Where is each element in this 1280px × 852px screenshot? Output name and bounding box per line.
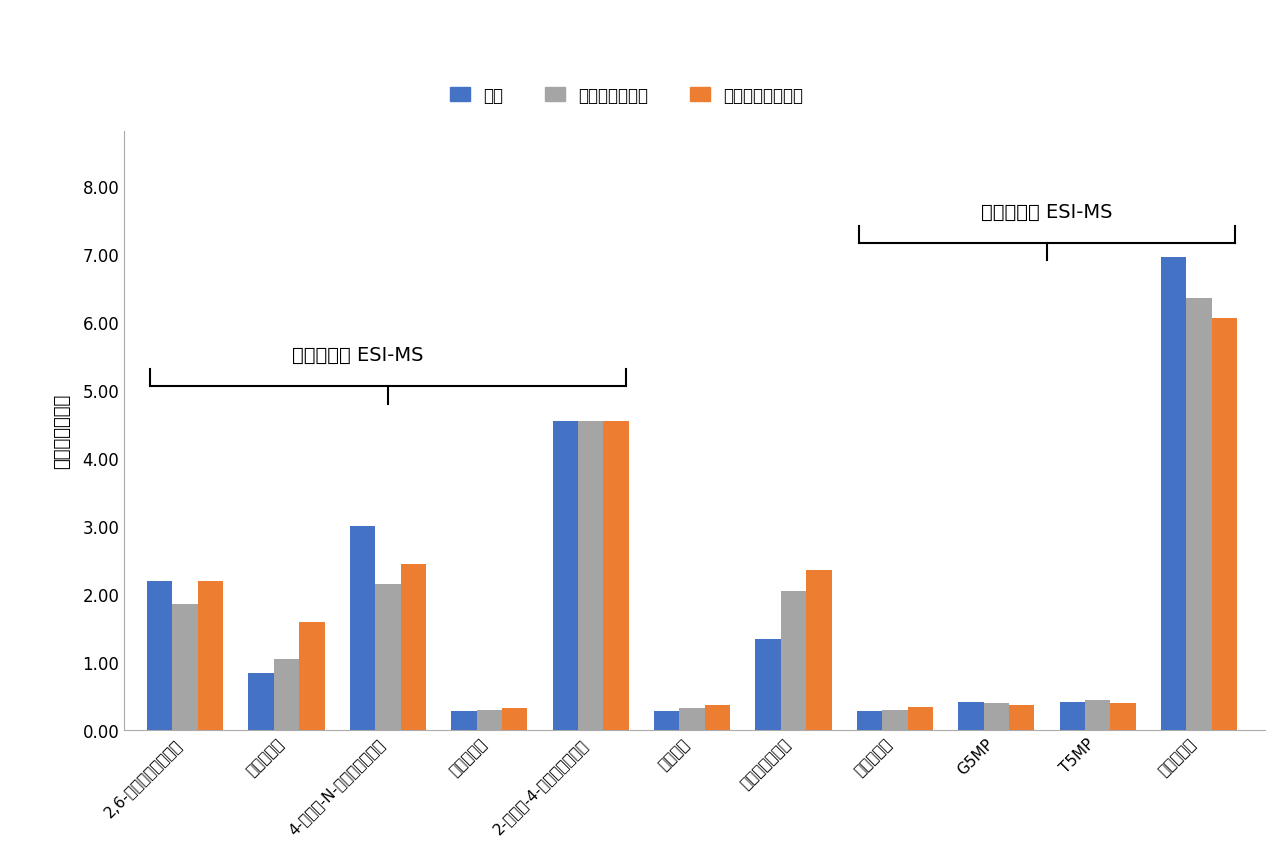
Bar bbox=[349, 527, 375, 731]
Bar bbox=[300, 622, 325, 731]
Bar bbox=[705, 705, 730, 731]
Bar bbox=[476, 711, 502, 731]
Bar bbox=[1009, 705, 1034, 731]
Bar bbox=[147, 581, 173, 731]
Bar bbox=[375, 584, 401, 731]
Legend: ギ酸, ジフルオロ酢酸, トリフルオロ酢酸: ギ酸, ジフルオロ酢酸, トリフルオロ酢酸 bbox=[443, 80, 809, 112]
Text: ポジティブ ESI-MS: ポジティブ ESI-MS bbox=[292, 346, 424, 365]
Bar bbox=[882, 711, 908, 731]
Bar bbox=[274, 659, 300, 731]
Bar bbox=[908, 707, 933, 731]
Bar bbox=[1085, 700, 1110, 731]
Bar bbox=[603, 421, 628, 731]
Bar bbox=[198, 581, 223, 731]
Bar bbox=[983, 704, 1009, 731]
Bar bbox=[502, 708, 527, 731]
Bar bbox=[1212, 319, 1236, 731]
Bar bbox=[1161, 258, 1187, 731]
Bar bbox=[856, 711, 882, 731]
Bar bbox=[452, 711, 476, 731]
Bar bbox=[248, 673, 274, 731]
Bar bbox=[1110, 704, 1135, 731]
Text: ネガティブ ESI-MS: ネガティブ ESI-MS bbox=[982, 203, 1112, 222]
Bar bbox=[579, 421, 603, 731]
Bar bbox=[553, 421, 579, 731]
Bar bbox=[755, 639, 781, 731]
Bar bbox=[806, 571, 832, 731]
Bar bbox=[173, 605, 198, 731]
Bar bbox=[1060, 702, 1085, 731]
Bar bbox=[1187, 298, 1212, 731]
Bar bbox=[959, 702, 983, 731]
Bar bbox=[781, 591, 806, 731]
Y-axis label: 保持時間（分）: 保持時間（分） bbox=[54, 394, 72, 469]
Bar bbox=[654, 711, 680, 731]
Bar bbox=[401, 564, 426, 731]
Bar bbox=[680, 708, 705, 731]
